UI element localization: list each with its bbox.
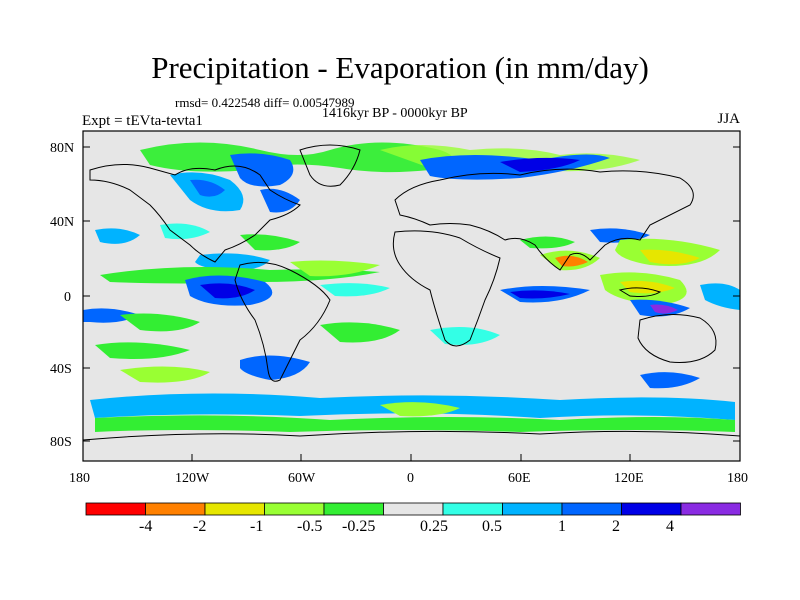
colorbar-swatch — [145, 502, 206, 516]
experiment-label: Expt = tEVta-tevta1 — [82, 113, 203, 129]
colorbar-label: 4 — [666, 518, 674, 535]
lon-label-120e: 120E — [614, 471, 644, 486]
lon-label-180e: 180 — [727, 471, 748, 486]
colorbar-swatch — [561, 502, 622, 516]
colorbar-label: 0.5 — [482, 518, 502, 535]
colorbar-label: -0.5 — [297, 518, 322, 535]
colorbar-label: -4 — [139, 518, 152, 535]
lat-label-0: 0 — [64, 290, 71, 305]
chart-title: Precipitation - Evaporation (in mm/day) — [151, 50, 649, 85]
colorbar-swatch — [442, 502, 503, 516]
lon-label-60e: 60E — [508, 471, 531, 486]
colorbar-swatches — [85, 502, 741, 516]
lon-label-120w: 120W — [175, 471, 210, 486]
lat-label-80s: 80S — [50, 435, 72, 450]
colorbar-swatch — [383, 502, 444, 516]
colorbar-swatch — [204, 502, 265, 516]
colorbar-swatch — [621, 502, 682, 516]
lon-label-60w: 60W — [288, 471, 316, 486]
lon-ticks — [191, 454, 631, 461]
colorbar-swatch — [264, 502, 325, 516]
anomaly-fields — [83, 142, 740, 432]
colorbar-label: 1 — [558, 518, 566, 535]
coastlines — [82, 144, 741, 441]
lon-label-180w: 180 — [69, 471, 90, 486]
lat-ticks — [83, 146, 740, 442]
colorbar: -4 -2 -1 -0.5 -0.25 0.25 0.5 1 2 4 — [85, 502, 741, 535]
season-label: JJA — [717, 111, 740, 127]
lat-label-40s: 40S — [50, 362, 72, 377]
colorbar-swatch — [85, 502, 146, 516]
colorbar-label: 2 — [612, 518, 620, 535]
colorbar-swatch — [502, 502, 563, 516]
colorbar-label: -0.25 — [342, 518, 375, 535]
colorbar-label: 0.25 — [420, 518, 448, 535]
colorbar-label: -2 — [193, 518, 206, 535]
colorbar-swatch — [680, 502, 741, 516]
colorbar-swatch — [323, 502, 384, 516]
map-panel: 80N 40N 0 40S 80S 180 120W 60W 0 60E 120… — [50, 130, 748, 486]
lat-label-80n: 80N — [50, 141, 74, 156]
colorbar-label: -1 — [250, 518, 263, 535]
period-label: 1416kyr BP - 0000kyr BP — [322, 106, 468, 121]
stats-label: rmsd= 0.422548 diff= 0.00547989 — [175, 95, 355, 110]
lon-label-0: 0 — [407, 471, 414, 486]
lat-label-40n: 40N — [50, 215, 74, 230]
